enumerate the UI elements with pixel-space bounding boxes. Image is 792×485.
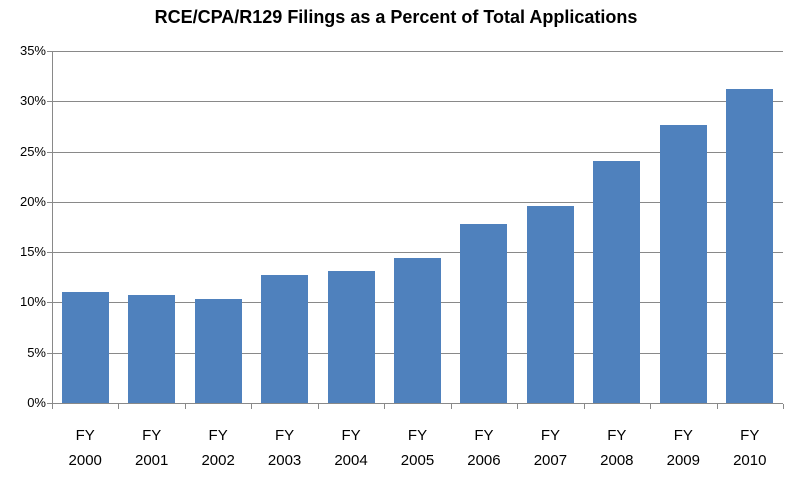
y-axis-label-0: 0% — [27, 395, 46, 410]
x-tick-10 — [716, 404, 718, 409]
x-label-line2: 2001 — [134, 452, 169, 469]
x-axis-label-2001: FY 2001 — [118, 423, 184, 473]
y-tick-25 — [47, 151, 52, 153]
bar-fy-2006 — [460, 223, 508, 403]
x-tick-11 — [783, 404, 784, 409]
x-label-line1: FY — [341, 427, 361, 444]
x-label-line1: FY — [740, 427, 760, 444]
x-axis-label-2002: FY 2002 — [185, 423, 251, 473]
x-axis-label-2010: FY 2010 — [717, 423, 783, 473]
chart-title: RCE/CPA/R129 Filings as a Percent of Tot… — [154, 7, 638, 27]
x-tick-0 — [52, 404, 53, 409]
x-axis-label-2004: FY 2004 — [318, 423, 384, 473]
x-label-line1: FY — [275, 427, 295, 444]
y-tick-5 — [47, 352, 52, 354]
y-axis-label-30: 30% — [19, 93, 46, 109]
y-axis-label-35: 35% — [19, 43, 46, 58]
x-axis-label-2000: FY 2000 — [52, 423, 118, 473]
x-label-line1: FY — [474, 427, 494, 444]
bar-fy-2009 — [659, 125, 707, 403]
y-axis-label-5: 5% — [27, 344, 46, 360]
y-axis-label-15: 15% — [19, 244, 46, 260]
x-axis-label-2009: FY 2009 — [650, 423, 716, 473]
x-label-line1: FY — [142, 427, 162, 444]
x-label-line1: FY — [75, 427, 95, 444]
x-tick-3 — [251, 404, 253, 409]
bar-fy-2004 — [327, 271, 375, 403]
x-tick-1 — [118, 404, 120, 409]
x-tick-6 — [450, 404, 452, 409]
x-axis-label-2003: FY 2003 — [251, 423, 317, 473]
x-tick-7 — [517, 404, 519, 409]
bar-fy-2001 — [128, 295, 176, 403]
bar-fy-2002 — [194, 299, 242, 403]
x-label-line1: FY — [607, 427, 627, 444]
x-axis-line — [52, 403, 783, 404]
x-label-line1: FY — [540, 427, 560, 444]
x-label-line2: 2002 — [201, 452, 235, 469]
y-axis-line — [52, 51, 53, 408]
bar-fy-2003 — [261, 275, 309, 403]
gridline-30 — [52, 101, 783, 103]
y-tick-0 — [47, 403, 52, 404]
gridline-35 — [52, 51, 783, 52]
x-axis-label-2007: FY 2007 — [517, 423, 583, 473]
x-label-line2: 2008 — [600, 452, 634, 469]
x-label-line1: FY — [208, 427, 228, 444]
x-label-line2: 2004 — [334, 452, 368, 469]
y-axis-label-20: 20% — [19, 193, 46, 209]
x-label-line2: 2010 — [733, 452, 767, 469]
x-label-line2: 2009 — [666, 452, 700, 469]
gridline-25 — [52, 151, 783, 153]
x-label-line1: FY — [673, 427, 693, 444]
bar-fy-2005 — [394, 258, 441, 403]
x-axis-label-2005: FY 2005 — [384, 423, 450, 473]
x-tick-9 — [650, 404, 652, 409]
x-tick-5 — [384, 404, 386, 409]
bar-fy-2010 — [726, 89, 774, 403]
y-tick-20 — [47, 201, 52, 203]
x-label-line2: 2005 — [400, 452, 435, 469]
x-label-line2: 2003 — [267, 452, 302, 469]
y-tick-30 — [47, 101, 52, 103]
bar-fy-2000 — [61, 292, 109, 403]
x-label-line2: 2000 — [68, 452, 102, 469]
x-axis-label-2008: FY 2008 — [584, 423, 650, 473]
x-axis-label-2006: FY 2006 — [451, 423, 517, 473]
y-tick-35 — [47, 51, 52, 52]
bar-fy-2007 — [526, 205, 574, 403]
plot-area — [52, 51, 783, 403]
x-tick-2 — [184, 404, 186, 409]
x-label-line2: 2006 — [467, 452, 501, 469]
gridline-15 — [52, 252, 783, 254]
y-tick-15 — [47, 252, 52, 254]
x-tick-8 — [583, 404, 585, 409]
gridline-20 — [52, 201, 783, 203]
y-axis-label-25: 25% — [19, 143, 46, 159]
y-axis-label-10: 10% — [19, 294, 46, 310]
x-label-line1: FY — [407, 427, 428, 444]
x-tick-4 — [317, 404, 319, 409]
bar-fy-2008 — [593, 160, 641, 403]
x-label-line2: 2007 — [533, 452, 568, 469]
y-tick-10 — [47, 302, 52, 304]
